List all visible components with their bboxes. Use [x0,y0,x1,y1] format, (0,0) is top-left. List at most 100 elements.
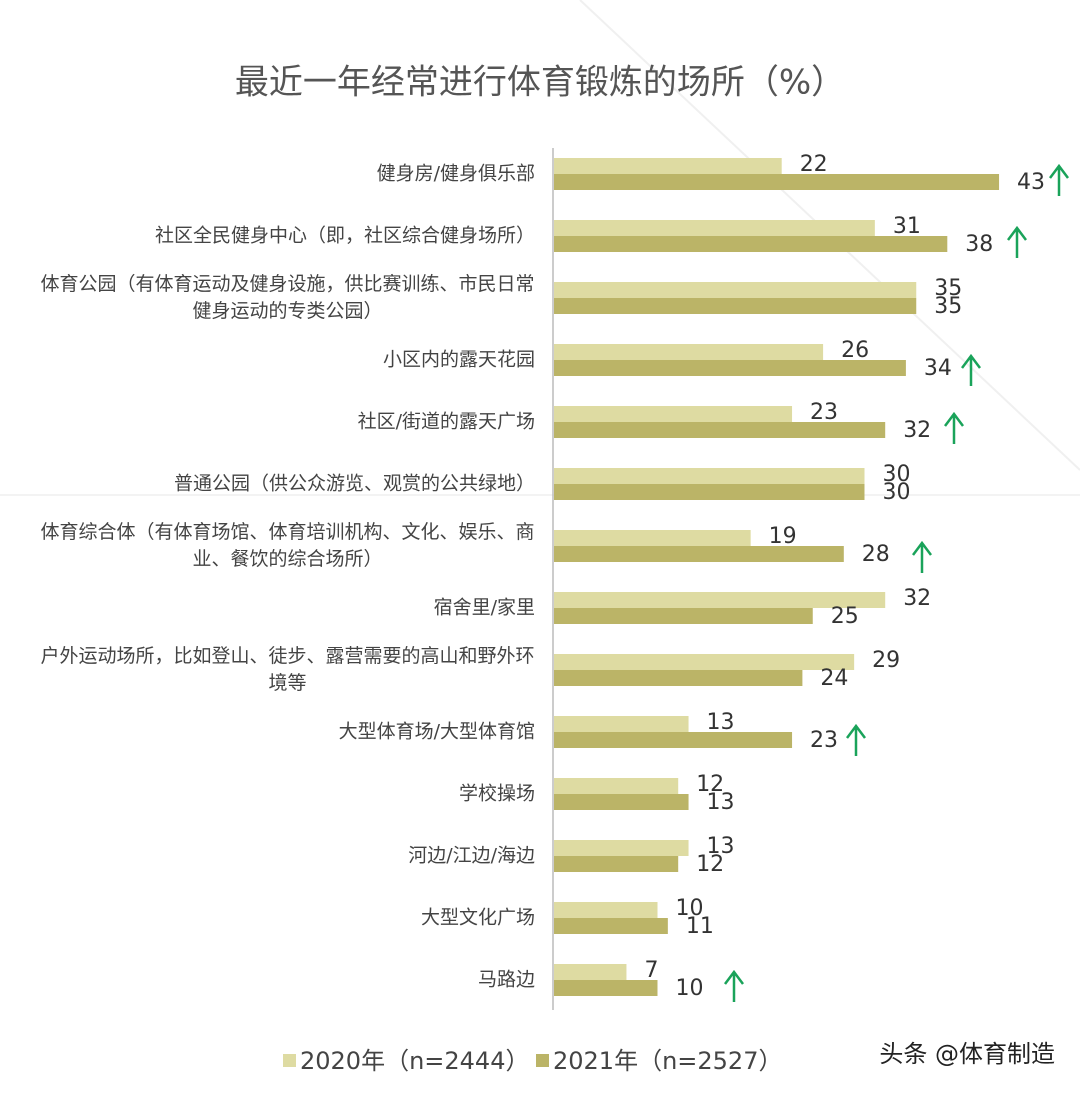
value-label: 13 [707,790,735,815]
up-arrow [1007,225,1027,258]
bar [554,902,658,918]
bar [554,282,917,298]
category-label: 小区内的露天花园 [10,347,535,374]
category-text: 马路边 [477,968,535,991]
category-label: 马路边 [10,967,535,994]
value-label: 32 [903,418,931,443]
bar [554,484,865,500]
up-arrow [961,353,981,386]
category-label: 学校操场 [10,781,535,808]
value-label: 24 [820,666,848,691]
bar [554,980,658,996]
value-label: 35 [934,276,962,301]
value-label: 30 [883,462,911,487]
bar [554,406,793,422]
category-label: 大型体育场/大型体育馆 [10,719,535,746]
bar [554,794,689,810]
value-label: 35 [934,294,962,319]
bar [554,608,813,624]
up-arrow [912,540,932,573]
watermark: 头条 @体育制造 [879,1040,1055,1068]
bar [554,716,689,732]
legend-swatch [283,1054,296,1067]
category-label: 体育公园（有体育运动及健身设施，供比赛训练、市民日常健身运动的专类公园） [10,271,535,325]
bar [554,236,948,252]
value-label: 10 [676,976,704,1001]
up-arrows [724,163,1069,1002]
category-text: 小区内的露天花园 [382,348,535,371]
bar [554,592,886,608]
bar [554,174,1000,190]
bar [554,344,824,360]
up-arrow [846,723,866,756]
up-arrow [1049,163,1069,196]
category-text: 体育综合体（有体育场馆、体育培训机构、文化、娱乐、商业、餐饮的综合场所） [40,521,535,570]
category-text: 大型文化广场 [420,906,535,929]
value-label: 25 [831,604,859,629]
category-label: 社区全民健身中心（即，社区综合健身场所） [10,223,535,250]
category-text: 健身房/健身俱乐部 [376,162,535,185]
bar [554,422,886,438]
bar [554,158,782,174]
value-label: 13 [707,710,735,735]
value-label: 23 [810,400,838,425]
bar [554,220,875,236]
value-label: 13 [707,834,735,859]
bar [554,654,855,670]
bar [554,964,627,980]
bar [554,778,679,794]
value-label: 12 [696,852,724,877]
category-label: 宿舍里/家里 [10,595,535,622]
value-label: 22 [800,152,828,177]
bar [554,360,906,376]
up-arrow [944,411,964,444]
value-label: 10 [676,896,704,921]
category-text: 社区/街道的露天广场 [357,410,535,433]
category-text: 河边/江边/海边 [408,844,535,867]
up-arrow [724,969,744,1002]
value-label: 19 [769,524,797,549]
value-label: 7 [644,958,658,983]
bar [554,918,668,934]
category-text: 社区全民健身中心（即，社区综合健身场所） [154,224,535,247]
value-label: 29 [872,648,900,673]
value-label: 31 [893,214,921,239]
category-label: 河边/江边/海边 [10,843,535,870]
category-label: 健身房/健身俱乐部 [10,161,535,188]
value-label: 12 [696,772,724,797]
value-label: 26 [841,338,869,363]
category-text: 大型体育场/大型体育馆 [338,720,535,743]
category-text: 学校操场 [458,782,535,805]
category-label: 普通公园（供公众游览、观赏的公共绿地） [10,471,535,498]
bar [554,546,844,562]
value-label: 32 [903,586,931,611]
bar [554,298,917,314]
bar [554,530,751,546]
category-text: 体育公园（有体育运动及健身设施，供比赛训练、市民日常健身运动的专类公园） [40,273,535,322]
value-label: 11 [686,914,714,939]
bar [554,468,865,484]
bar [554,732,793,748]
category-label: 社区/街道的露天广场 [10,409,535,436]
value-label: 34 [924,356,952,381]
bar [554,840,689,856]
category-text: 宿舍里/家里 [433,596,535,619]
value-label: 30 [883,480,911,505]
chart-title: 最近一年经常进行体育锻炼的场所（%） [235,63,845,103]
legend-label: 2021年（n=2527） [553,1047,782,1075]
value-label: 43 [1017,170,1045,195]
bar [554,856,679,872]
value-label: 23 [810,728,838,753]
legend-swatch [536,1054,549,1067]
category-label: 大型文化广场 [10,905,535,932]
bar [554,670,803,686]
category-text: 普通公园（供公众游览、观赏的公共绿地） [173,472,535,495]
category-label: 户外运动场所，比如登山、徒步、露营需要的高山和野外环境等 [10,643,535,697]
value-label: 38 [965,232,993,257]
category-label: 体育综合体（有体育场馆、体育培训机构、文化、娱乐、商业、餐饮的综合场所） [10,519,535,573]
value-label: 28 [862,542,890,567]
category-text: 户外运动场所，比如登山、徒步、露营需要的高山和野外环境等 [40,645,535,694]
legend-label: 2020年（n=2444） [300,1047,529,1075]
